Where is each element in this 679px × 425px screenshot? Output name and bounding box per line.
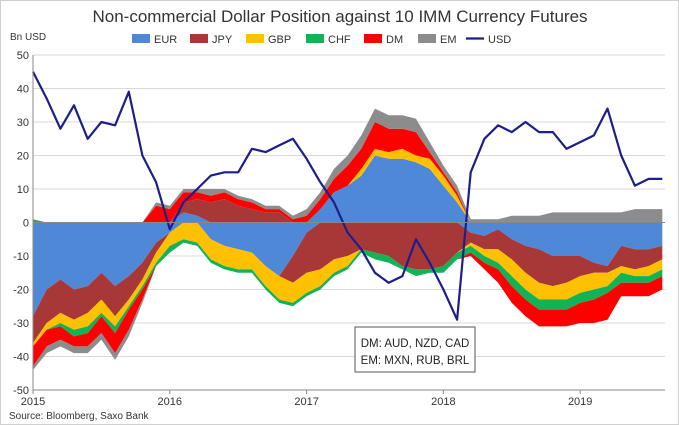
usd-line [32, 71, 663, 321]
note-box-frame [354, 326, 476, 373]
stacked-areas [33, 108, 663, 370]
y-tick-label: -50 [13, 385, 29, 397]
source-note: Source: Bloomberg, Saxo Bank [9, 411, 150, 422]
chart-title: Non-commercial Dollar Position against 1… [92, 7, 587, 26]
area-eur-neg [33, 222, 663, 317]
x-tick-label: 2017 [294, 396, 318, 408]
area-eur-pos [33, 155, 663, 223]
note-line-em: EM: MXN, RUB, BRL [361, 355, 470, 367]
area-gbp-pos [33, 148, 663, 223]
legend-swatch-em [418, 34, 436, 43]
y-tick-label: 10 [17, 184, 29, 196]
legend-label-usd: USD [488, 34, 511, 46]
legend-label-dm: DM [386, 34, 403, 46]
y-tick-label: -30 [13, 318, 29, 330]
axes: 2015 2016 2017 2018 2019 [21, 55, 665, 408]
legend-swatch-dm [364, 34, 382, 43]
legend-swatch-eur [132, 34, 150, 43]
y-tick-label: 20 [17, 151, 29, 163]
legend-swatch-jpy [190, 34, 208, 43]
legend-label-gbp: GBP [268, 34, 291, 46]
area-gbp-neg [33, 222, 663, 347]
note-line-dm: DM: AUD, NZD, CAD [361, 338, 470, 350]
x-tick-label: 2019 [568, 396, 592, 408]
legend-swatch-chf [306, 34, 324, 43]
area-dm-pos [33, 122, 663, 223]
series-line-usd [32, 71, 663, 321]
legend-label-em: EM [440, 34, 457, 46]
legend-label-chf: CHF [328, 34, 351, 46]
y-tick-label: 40 [17, 84, 29, 96]
y-tick-label: -10 [13, 251, 29, 263]
area-jpy-pos [33, 155, 663, 223]
y-axis-label: Bn USD [10, 32, 46, 43]
y-tick-label: -40 [13, 352, 29, 364]
y-tick-label: 30 [17, 117, 29, 129]
y-tick-label: 0 [23, 218, 29, 230]
y-tick-label: -20 [13, 285, 29, 297]
y-tick-label: 50 [17, 50, 29, 62]
legend: EUR JPY GBP CHF DM EM USD [132, 34, 511, 46]
note-box: DM: AUD, NZD, CAD EM: MXN, RUB, BRL [354, 326, 476, 373]
x-tick-label: 2015 [21, 396, 45, 408]
x-tick-label: 2016 [158, 396, 182, 408]
x-tick-label: 2018 [431, 396, 455, 408]
legend-swatch-gbp [246, 34, 264, 43]
area-jpy-neg [33, 222, 663, 344]
legend-label-eur: EUR [154, 34, 177, 46]
legend-label-jpy: JPY [212, 34, 233, 46]
